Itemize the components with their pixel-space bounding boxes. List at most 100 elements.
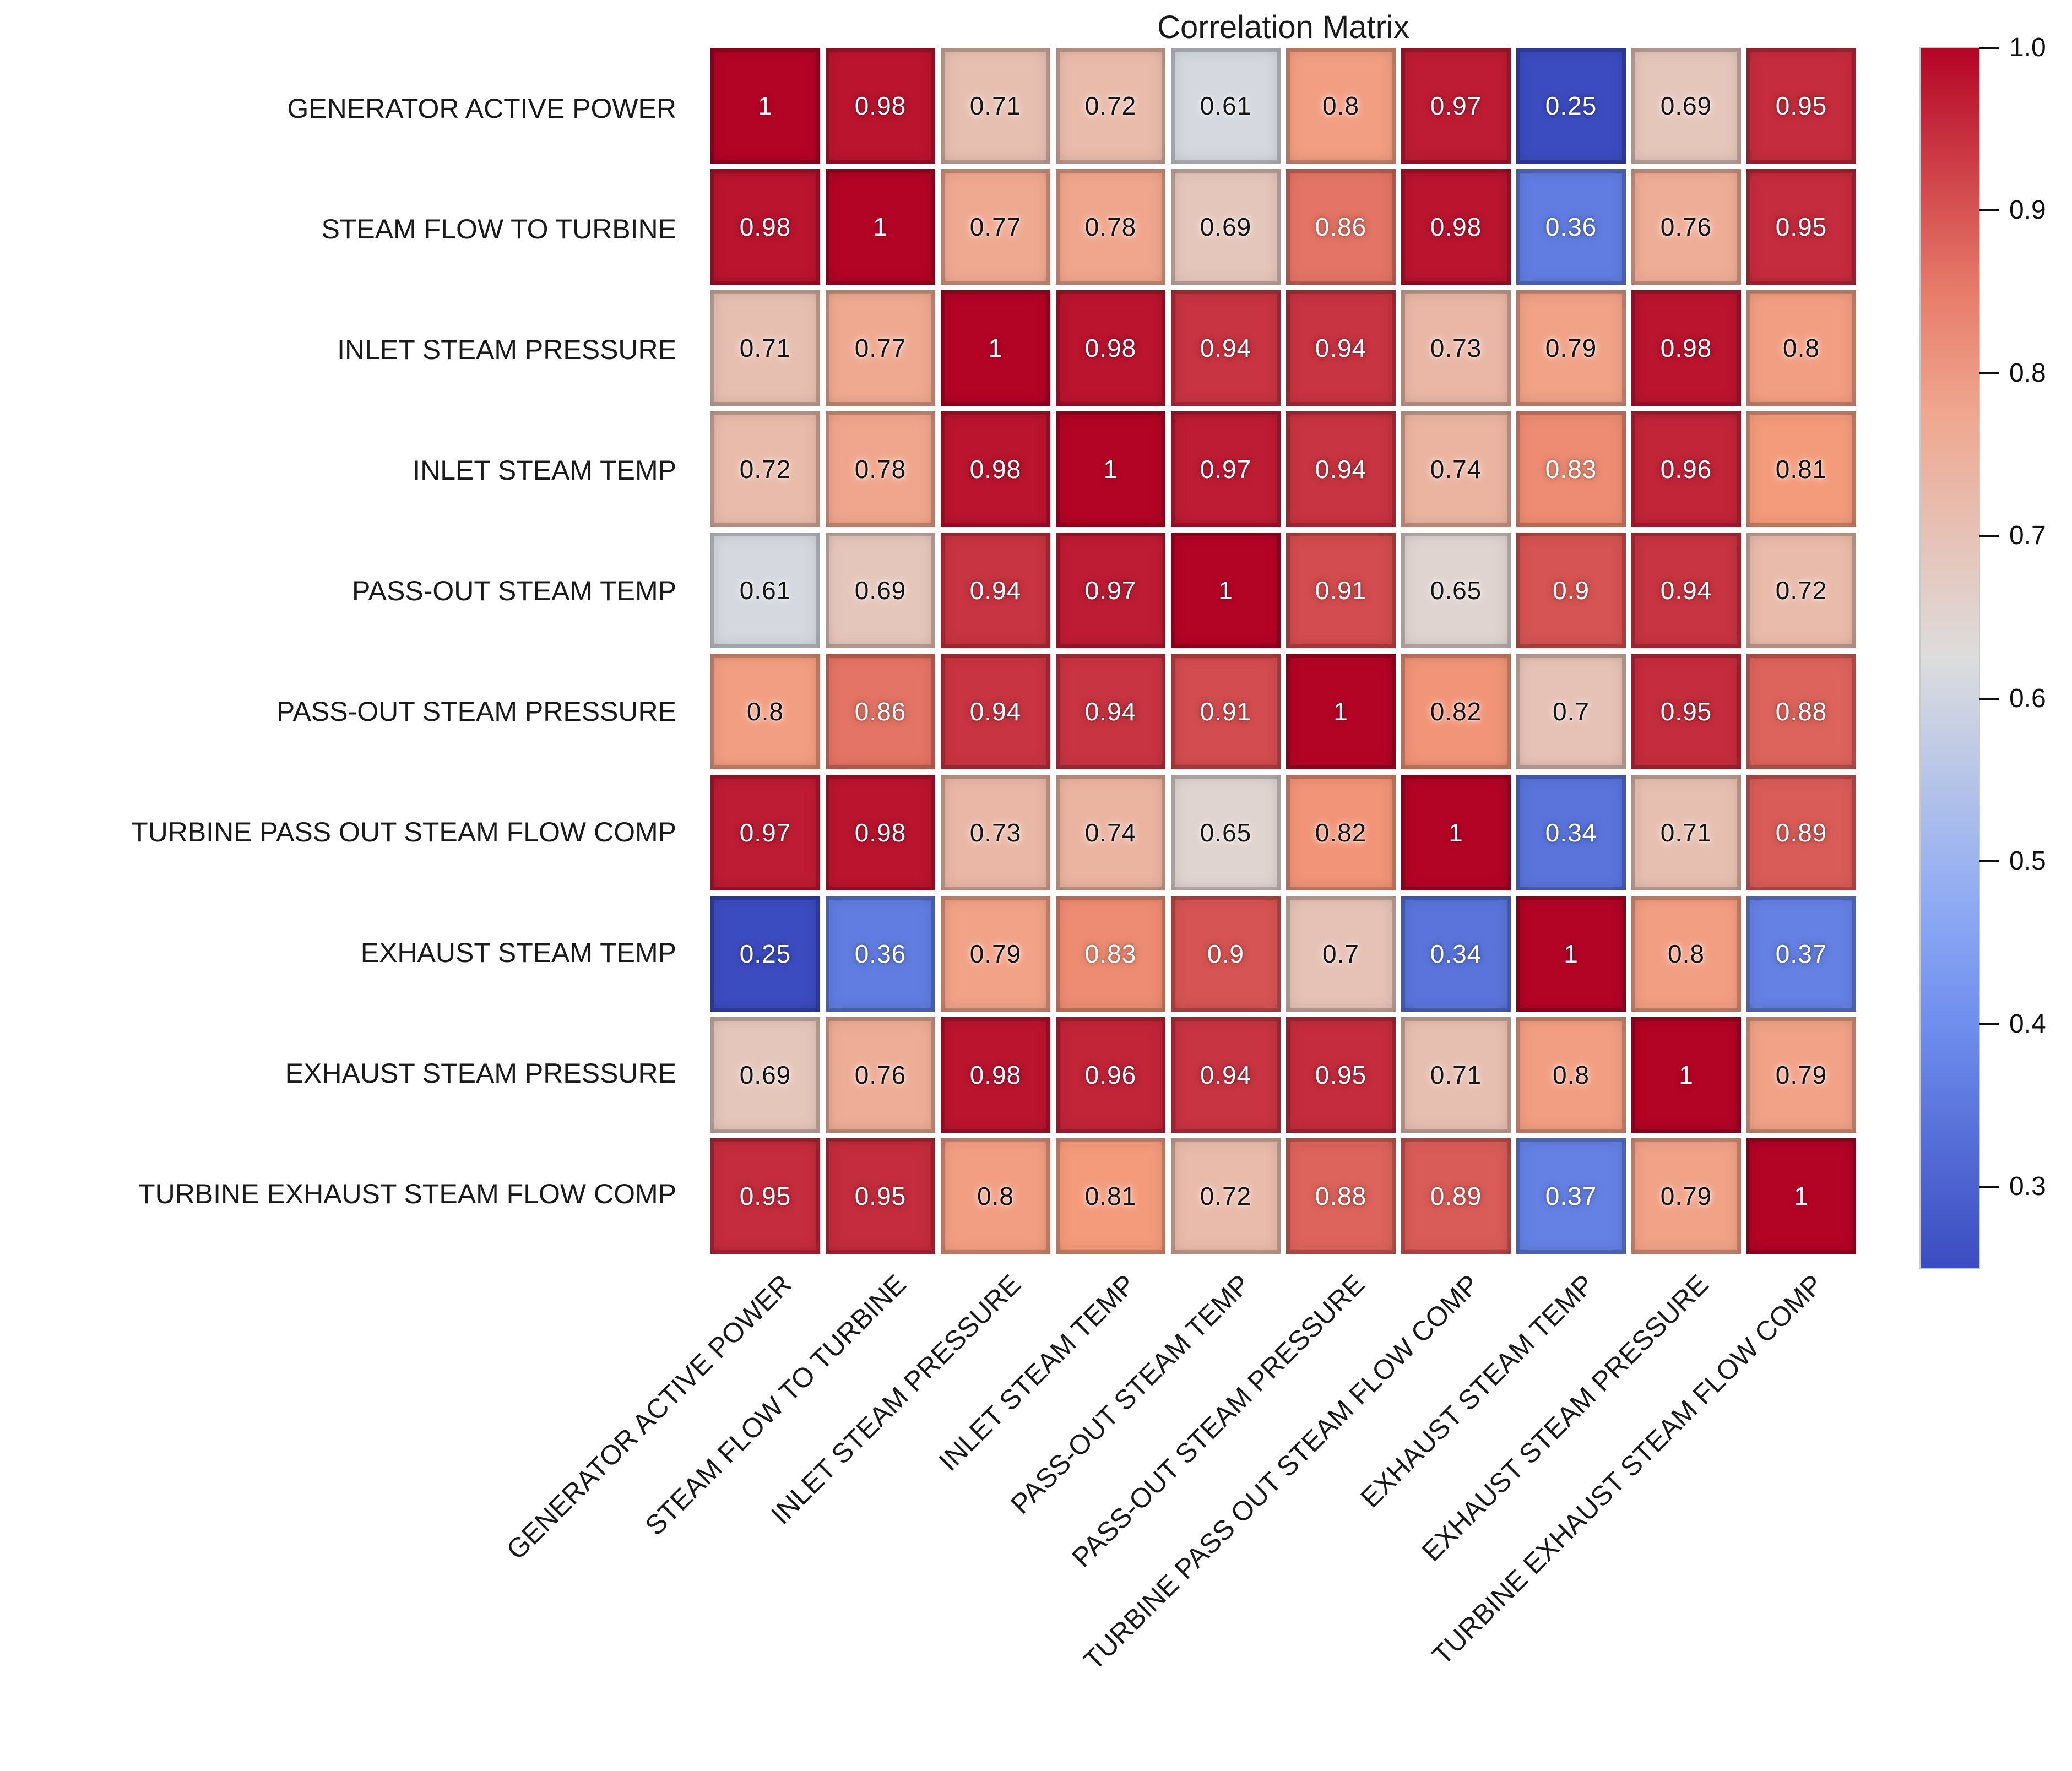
colorbar-tick-mark — [1979, 860, 1999, 863]
colorbar-tick-label: 0.8 — [2009, 358, 2046, 388]
heatmap-cell: 1 — [1631, 1017, 1741, 1133]
heatmap-cell: 0.91 — [1171, 654, 1281, 769]
heatmap-cell: 0.37 — [1516, 1138, 1626, 1254]
heatmap-cell: 0.79 — [1516, 290, 1626, 406]
heatmap-cell: 0.8 — [1746, 290, 1856, 406]
heatmap-cell: 0.95 — [1286, 1017, 1396, 1133]
x-axis-label: PASS-OUT STEAM TEMP — [1005, 1268, 1256, 1520]
heatmap-cell: 0.25 — [710, 896, 820, 1012]
y-axis-label: STEAM FLOW TO TURBINE — [321, 213, 676, 245]
heatmap-cell: 0.8 — [941, 1138, 1050, 1254]
heatmap-cell: 0.91 — [1286, 533, 1396, 648]
x-axis-label: TURBINE PASS OUT STEAM FLOW COMP — [1077, 1268, 1485, 1676]
heatmap-cell: 0.94 — [1286, 290, 1396, 406]
heatmap-cell: 0.74 — [1401, 411, 1511, 527]
heatmap-cell: 0.79 — [1631, 1138, 1741, 1254]
heatmap-cell: 1 — [1516, 896, 1626, 1012]
heatmap-cell: 0.36 — [826, 896, 935, 1012]
heatmap-cell: 0.94 — [1631, 533, 1741, 648]
heatmap-cell: 0.89 — [1746, 775, 1856, 890]
x-axis-label: INLET STEAM TEMP — [933, 1268, 1142, 1477]
heatmap-cell: 0.8 — [1516, 1017, 1626, 1133]
heatmap-cell: 0.94 — [1171, 1017, 1281, 1133]
colorbar-tick-label: 0.3 — [2009, 1172, 2046, 1202]
heatmap-cell: 0.8 — [1631, 896, 1741, 1012]
heatmap-cell: 0.86 — [826, 654, 935, 769]
heatmap-cell: 0.9 — [1171, 896, 1281, 1012]
heatmap-cell: 0.7 — [1516, 654, 1626, 769]
heatmap-cell: 0.98 — [1631, 290, 1741, 406]
heatmap-cell: 0.71 — [1401, 1017, 1511, 1133]
heatmap-cell: 1 — [1746, 1138, 1856, 1254]
y-axis-label: TURBINE PASS OUT STEAM FLOW COMP — [131, 816, 676, 848]
heatmap-cell: 0.72 — [1056, 48, 1165, 164]
heatmap-cell: 0.7 — [1286, 896, 1396, 1012]
heatmap-cell: 0.69 — [1631, 48, 1741, 164]
heatmap-cell: 0.94 — [1056, 654, 1165, 769]
heatmap-cell: 0.88 — [1746, 654, 1856, 769]
colorbar-tick-mark — [1979, 1186, 1999, 1188]
heatmap-cell: 0.61 — [710, 533, 820, 648]
heatmap-cell: 1 — [826, 169, 935, 285]
heatmap-cell: 0.89 — [1401, 1138, 1511, 1254]
heatmap-cell: 0.71 — [941, 48, 1050, 164]
heatmap-cell: 0.98 — [941, 1017, 1050, 1133]
heatmap-cell: 0.65 — [1171, 775, 1281, 890]
heatmap-cell: 0.94 — [1171, 290, 1281, 406]
heatmap-cell: 0.95 — [826, 1138, 935, 1254]
heatmap-cell: 0.97 — [710, 775, 820, 890]
heatmap-cell: 0.36 — [1516, 169, 1626, 285]
heatmap-cell: 0.98 — [941, 411, 1050, 527]
heatmap-cell: 0.73 — [941, 775, 1050, 890]
y-axis-label: TURBINE EXHAUST STEAM FLOW COMP — [138, 1178, 676, 1209]
heatmap-cell: 0.83 — [1056, 896, 1165, 1012]
colorbar-tick-label: 1.0 — [2009, 33, 2046, 62]
heatmap-cell: 0.71 — [710, 290, 820, 406]
heatmap-cell: 1 — [941, 290, 1050, 406]
colorbar-gradient — [1921, 48, 1979, 1268]
heatmap-cell: 0.98 — [826, 775, 935, 890]
heatmap-cell: 0.77 — [826, 290, 935, 406]
heatmap-cell: 0.95 — [1746, 169, 1856, 285]
y-axis-label: EXHAUST STEAM PRESSURE — [285, 1057, 676, 1089]
heatmap-cell: 0.98 — [1401, 169, 1511, 285]
heatmap-cell: 0.98 — [710, 169, 820, 285]
heatmap-cell: 0.61 — [1171, 48, 1281, 164]
y-axis-label: INLET STEAM TEMP — [413, 454, 676, 486]
colorbar-tick-label: 0.6 — [2009, 683, 2046, 713]
heatmap-cell: 0.81 — [1746, 411, 1856, 527]
heatmap-cell: 0.88 — [1286, 1138, 1396, 1254]
heatmap-cell: 0.69 — [826, 533, 935, 648]
heatmap-cell: 0.94 — [941, 654, 1050, 769]
heatmap-cell: 1 — [710, 48, 820, 164]
heatmap-cell: 0.95 — [1746, 48, 1856, 164]
colorbar-tick-mark — [1979, 697, 1999, 700]
heatmap-cell: 0.97 — [1056, 533, 1165, 648]
y-axis-label: GENERATOR ACTIVE POWER — [287, 93, 676, 124]
heatmap-cell: 0.98 — [826, 48, 935, 164]
heatmap-cell: 0.82 — [1401, 654, 1511, 769]
heatmap-cell: 0.81 — [1056, 1138, 1165, 1254]
colorbar-tick-label: 0.5 — [2009, 846, 2046, 876]
heatmap-cell: 0.94 — [941, 533, 1050, 648]
heatmap-cell: 0.73 — [1401, 290, 1511, 406]
heatmap-cell: 0.25 — [1516, 48, 1626, 164]
heatmap-cell: 0.72 — [710, 411, 820, 527]
heatmap-cell: 0.78 — [1056, 169, 1165, 285]
heatmap-cell: 0.74 — [1056, 775, 1165, 890]
heatmap-cell: 0.94 — [1286, 411, 1396, 527]
heatmap-cell: 0.97 — [1401, 48, 1511, 164]
colorbar-tick-mark — [1979, 209, 1999, 212]
colorbar-tick-label: 0.9 — [2009, 195, 2046, 225]
heatmap-cell: 0.71 — [1631, 775, 1741, 890]
chart-title: Correlation Matrix — [1157, 9, 1409, 45]
heatmap-cell: 0.79 — [1746, 1017, 1856, 1133]
y-axis-label: EXHAUST STEAM TEMP — [360, 937, 676, 968]
heatmap-cell: 0.65 — [1401, 533, 1511, 648]
heatmap-cell: 0.8 — [1286, 48, 1396, 164]
colorbar-tick-label: 0.4 — [2009, 1009, 2046, 1039]
heatmap-cell: 0.83 — [1516, 411, 1626, 527]
colorbar-tick-mark — [1979, 535, 1999, 537]
heatmap-cell: 0.96 — [1631, 411, 1741, 527]
